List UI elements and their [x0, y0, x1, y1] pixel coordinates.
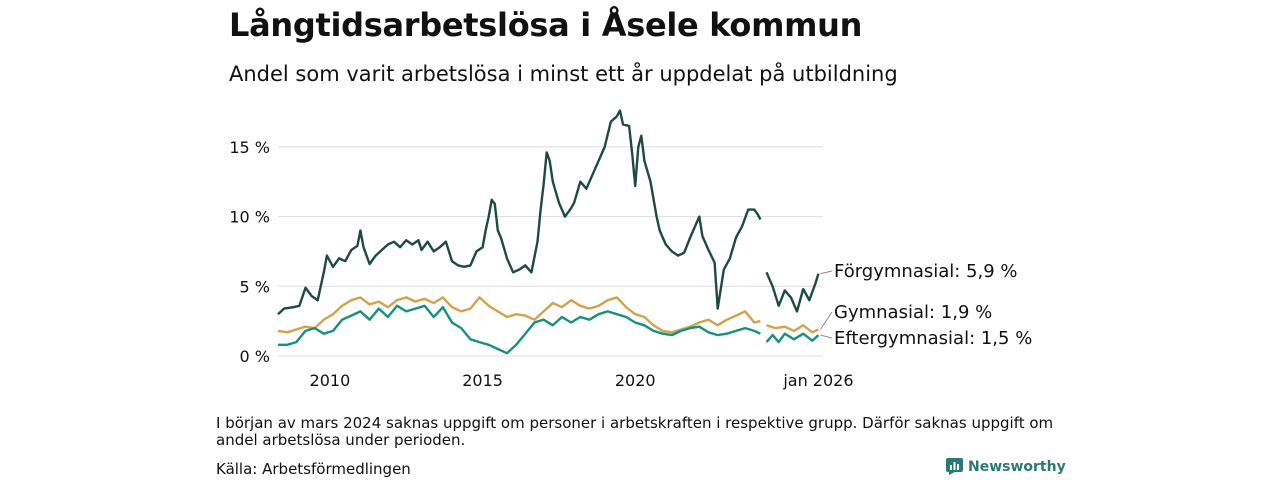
series-line-recent-förgymnasial: [765, 271, 820, 313]
leader-line: [820, 311, 833, 330]
grid: [278, 146, 823, 357]
series-line-recent-gymnasial: [766, 324, 819, 334]
x-tick-label: 2020: [615, 371, 656, 390]
x-tick-label: 2015: [462, 371, 503, 390]
chart-title: Långtidsarbetslösa i Åsele kommun: [229, 6, 863, 44]
source: Källa: Arbetsförmedlingen: [216, 460, 411, 478]
series-line-förgymnasial: [277, 109, 762, 316]
x-axis: 2010 2015 2020 jan 2026: [310, 371, 854, 390]
brand-logo: Newsworthy: [946, 458, 1066, 475]
leader-line: [820, 334, 833, 339]
leader-line: [820, 270, 833, 275]
y-axis: 0 % 5 % 10 % 15 %: [229, 138, 270, 366]
y-tick-label: 5 %: [240, 277, 270, 296]
newsworthy-icon: [946, 458, 963, 475]
x-tick-label: jan 2026: [782, 371, 853, 390]
series-end-label: Eftergymnasial: 1,5 %: [834, 328, 1032, 349]
series-line-gymnasial: [277, 296, 761, 334]
line-chart: 0 % 5 % 10 % 15 % 2010 2015 2020 jan 2026 Förg…: [229, 109, 1032, 390]
chart-subtitle: Andel som varit arbetslösa i minst ett å…: [229, 62, 898, 86]
footnote: I början av mars 2024 saknas uppgift om …: [216, 414, 1054, 449]
series-line-recent-eftergymnasial: [765, 332, 820, 344]
series-end-label: Förgymnasial: 5,9 %: [834, 261, 1018, 282]
series-line-eftergymnasial: [278, 304, 761, 355]
y-tick-label: 10 %: [229, 208, 270, 227]
y-tick-label: 15 %: [229, 138, 270, 157]
series-lines: [277, 109, 820, 355]
x-tick-label: 2010: [310, 371, 351, 390]
brand-name: Newsworthy: [968, 458, 1066, 475]
series-end-labels: Förgymnasial: 5,9 % Gymnasial: 1,9 % Efter…: [820, 261, 1032, 349]
series-end-label: Gymnasial: 1,9 %: [834, 302, 992, 323]
y-tick-label: 0 %: [240, 347, 270, 366]
